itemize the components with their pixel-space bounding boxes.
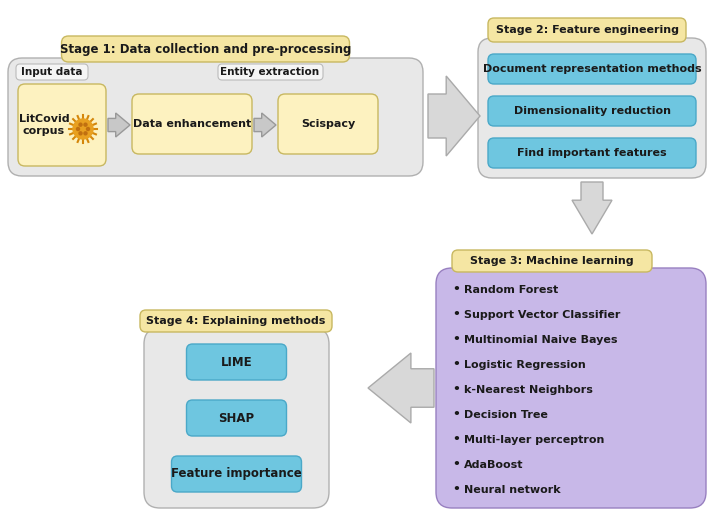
Text: Support Vector Classifier: Support Vector Classifier (464, 310, 620, 320)
FancyBboxPatch shape (144, 328, 329, 508)
Text: Find important features: Find important features (517, 148, 667, 158)
Text: Scispacy: Scispacy (301, 119, 355, 129)
Text: Entity extraction: Entity extraction (220, 67, 320, 77)
FancyBboxPatch shape (488, 54, 696, 84)
Text: Feature importance: Feature importance (171, 468, 302, 480)
FancyBboxPatch shape (62, 36, 350, 62)
Text: Data enhancement: Data enhancement (133, 119, 251, 129)
Text: LitCovid
corpus: LitCovid corpus (19, 114, 70, 136)
FancyBboxPatch shape (172, 456, 302, 492)
FancyBboxPatch shape (488, 96, 696, 126)
Text: Document representation methods: Document representation methods (482, 64, 701, 74)
Text: Dimensionality reduction: Dimensionality reduction (513, 106, 671, 116)
Circle shape (86, 127, 90, 130)
Text: •: • (452, 408, 460, 421)
FancyBboxPatch shape (140, 310, 332, 332)
Polygon shape (108, 113, 130, 137)
FancyBboxPatch shape (436, 268, 706, 508)
Text: Stage 3: Machine learning: Stage 3: Machine learning (470, 256, 634, 266)
Text: •: • (452, 284, 460, 297)
Polygon shape (254, 113, 276, 137)
Text: •: • (452, 333, 460, 347)
Text: Random Forest: Random Forest (464, 285, 559, 295)
FancyBboxPatch shape (478, 38, 706, 178)
Text: •: • (452, 308, 460, 321)
Text: •: • (452, 458, 460, 471)
Text: LIME: LIME (220, 356, 252, 369)
Text: SHAP: SHAP (218, 411, 255, 424)
Text: •: • (452, 483, 460, 496)
FancyBboxPatch shape (488, 138, 696, 168)
Polygon shape (368, 353, 434, 423)
Circle shape (73, 119, 93, 139)
FancyBboxPatch shape (132, 94, 252, 154)
Polygon shape (428, 76, 480, 156)
FancyBboxPatch shape (16, 64, 88, 80)
FancyBboxPatch shape (218, 64, 323, 80)
FancyBboxPatch shape (8, 58, 423, 176)
Text: Neural network: Neural network (464, 484, 561, 494)
Text: Stage 2: Feature engineering: Stage 2: Feature engineering (495, 25, 679, 35)
Text: Stage 1: Data collection and pre-processing: Stage 1: Data collection and pre-process… (60, 43, 351, 56)
Circle shape (79, 132, 82, 135)
Text: Multinomial Naive Bayes: Multinomial Naive Bayes (464, 335, 617, 345)
Text: Decision Tree: Decision Tree (464, 410, 548, 420)
FancyBboxPatch shape (187, 344, 286, 380)
Circle shape (84, 123, 87, 126)
Text: Multi-layer perceptron: Multi-layer perceptron (464, 434, 605, 444)
Polygon shape (572, 182, 612, 234)
Text: Logistic Regression: Logistic Regression (464, 360, 586, 370)
Text: AdaBoost: AdaBoost (464, 460, 523, 470)
Text: •: • (452, 358, 460, 371)
Circle shape (79, 123, 82, 126)
Circle shape (77, 127, 80, 130)
Text: k-Nearest Neighbors: k-Nearest Neighbors (464, 385, 593, 395)
Circle shape (84, 132, 87, 135)
FancyBboxPatch shape (488, 18, 686, 42)
Text: Stage 4: Explaining methods: Stage 4: Explaining methods (146, 316, 326, 326)
Text: Input data: Input data (22, 67, 83, 77)
FancyBboxPatch shape (452, 250, 652, 272)
FancyBboxPatch shape (187, 400, 286, 436)
Text: •: • (452, 383, 460, 396)
Text: •: • (452, 433, 460, 446)
FancyBboxPatch shape (278, 94, 378, 154)
FancyBboxPatch shape (18, 84, 106, 166)
